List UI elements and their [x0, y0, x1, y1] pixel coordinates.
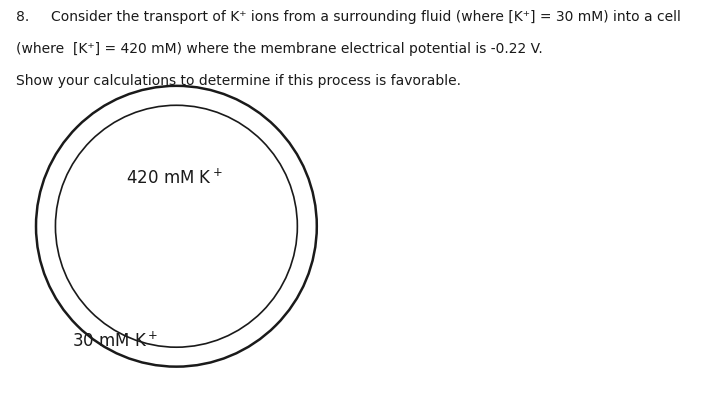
Text: 8.: 8.: [16, 10, 29, 24]
Text: .: .: [412, 68, 416, 81]
Text: 420 mM K$^+$: 420 mM K$^+$: [126, 168, 222, 187]
Text: Consider the transport of K⁺ ions from a surrounding fluid (where [K⁺] = 30 mM) : Consider the transport of K⁺ ions from a…: [16, 10, 680, 24]
Text: (where  [K⁺] = 420 mM) where the membrane electrical potential is -0.22 V.: (where [K⁺] = 420 mM) where the membrane…: [16, 42, 543, 57]
Ellipse shape: [55, 105, 297, 347]
Text: 30 mM K$^+$: 30 mM K$^+$: [72, 332, 158, 351]
Text: Show your calculations to determine if this process is favorable.: Show your calculations to determine if t…: [16, 74, 461, 88]
